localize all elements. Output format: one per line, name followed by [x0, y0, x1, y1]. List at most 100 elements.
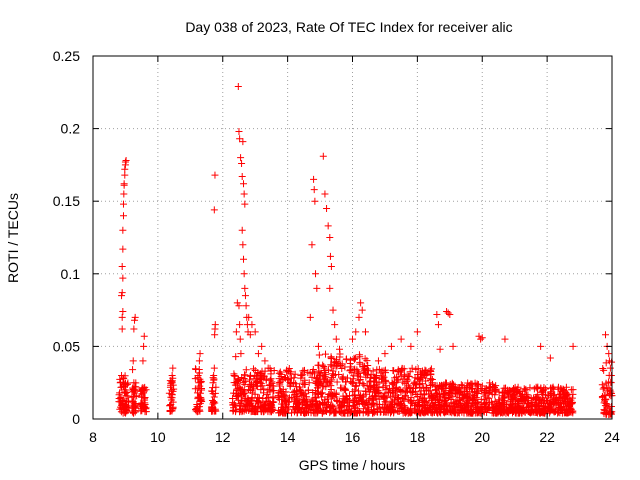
- data-point: [229, 406, 237, 414]
- data-point: [194, 393, 202, 401]
- data-point: [119, 274, 127, 282]
- data-point: [331, 321, 339, 329]
- data-point: [411, 378, 419, 386]
- data-point: [121, 386, 129, 394]
- data-point: [355, 399, 363, 407]
- data-point: [459, 382, 467, 390]
- data-point: [330, 362, 338, 370]
- data-point: [457, 387, 465, 395]
- data-point: [347, 363, 355, 371]
- data-point: [600, 406, 608, 414]
- data-point: [501, 393, 509, 401]
- data-point: [417, 374, 425, 382]
- data-point: [410, 397, 418, 405]
- data-point: [394, 407, 402, 415]
- data-point: [481, 392, 489, 400]
- data-point: [374, 357, 382, 365]
- data-point: [235, 302, 243, 310]
- data-point: [268, 402, 276, 410]
- data-point: [123, 402, 131, 410]
- data-point: [246, 400, 254, 408]
- data-point: [541, 402, 549, 410]
- data-point: [309, 365, 317, 373]
- data-point: [247, 380, 255, 388]
- data-point: [560, 390, 568, 398]
- data-point: [192, 407, 200, 415]
- data-point: [236, 321, 244, 329]
- data-point: [473, 405, 481, 413]
- data-point: [600, 384, 608, 392]
- data-point: [340, 386, 348, 394]
- data-point: [508, 392, 516, 400]
- data-point: [441, 391, 449, 399]
- data-point: [324, 222, 332, 230]
- data-point: [447, 399, 455, 407]
- data-point: [427, 371, 435, 379]
- data-point: [602, 399, 610, 407]
- data-point: [240, 374, 248, 382]
- data-point: [125, 397, 133, 405]
- y-axis-label: ROTI / TECUs: [5, 193, 21, 283]
- data-point: [469, 401, 477, 409]
- data-point: [327, 354, 335, 362]
- data-point: [485, 404, 493, 412]
- data-point: [119, 374, 127, 382]
- data-point: [238, 173, 246, 181]
- data-point: [483, 405, 491, 413]
- data-point: [466, 396, 474, 404]
- data-point: [449, 387, 457, 395]
- data-point: [314, 401, 322, 409]
- data-point: [361, 328, 369, 336]
- data-point: [383, 385, 391, 393]
- data-point: [468, 384, 476, 392]
- data-point: [401, 392, 409, 400]
- data-point: [320, 363, 328, 371]
- data-point: [525, 403, 533, 411]
- data-point: [309, 397, 317, 405]
- data-point: [394, 366, 402, 374]
- data-point: [361, 355, 369, 363]
- data-point: [568, 399, 576, 407]
- data-point: [332, 335, 340, 343]
- data-point: [455, 390, 463, 398]
- chart-title: Day 038 of 2023, Rate Of TEC Index for r…: [185, 19, 512, 35]
- data-point: [120, 190, 128, 198]
- data-point: [306, 313, 314, 321]
- data-point: [371, 374, 379, 382]
- data-point: [285, 364, 293, 372]
- data-point: [400, 371, 408, 379]
- data-point: [297, 371, 305, 379]
- data-point: [128, 408, 136, 416]
- data-point: [402, 408, 410, 416]
- data-point: [408, 364, 416, 372]
- data-point: [251, 328, 259, 336]
- data-point: [245, 313, 253, 321]
- data-point: [236, 135, 244, 143]
- data-point: [248, 407, 256, 415]
- data-point: [237, 350, 245, 358]
- data-point: [471, 379, 479, 387]
- data-point: [317, 390, 325, 398]
- data-point: [118, 289, 126, 297]
- data-point: [382, 382, 390, 390]
- data-point: [437, 381, 445, 389]
- data-point: [254, 398, 262, 406]
- data-point: [487, 398, 495, 406]
- data-point: [327, 386, 335, 394]
- data-point: [533, 408, 541, 416]
- data-point: [118, 325, 126, 333]
- data-point: [420, 407, 428, 415]
- data-point: [514, 397, 522, 405]
- data-point: [367, 371, 375, 379]
- data-point: [607, 371, 615, 379]
- data-point: [236, 405, 244, 413]
- data-point: [118, 263, 126, 271]
- data-point: [296, 386, 304, 394]
- data-point: [140, 332, 148, 340]
- data-point: [243, 398, 251, 406]
- data-point: [508, 404, 516, 412]
- data-point: [261, 367, 269, 375]
- data-point: [349, 335, 356, 343]
- data-point: [346, 367, 354, 375]
- data-point: [406, 409, 414, 417]
